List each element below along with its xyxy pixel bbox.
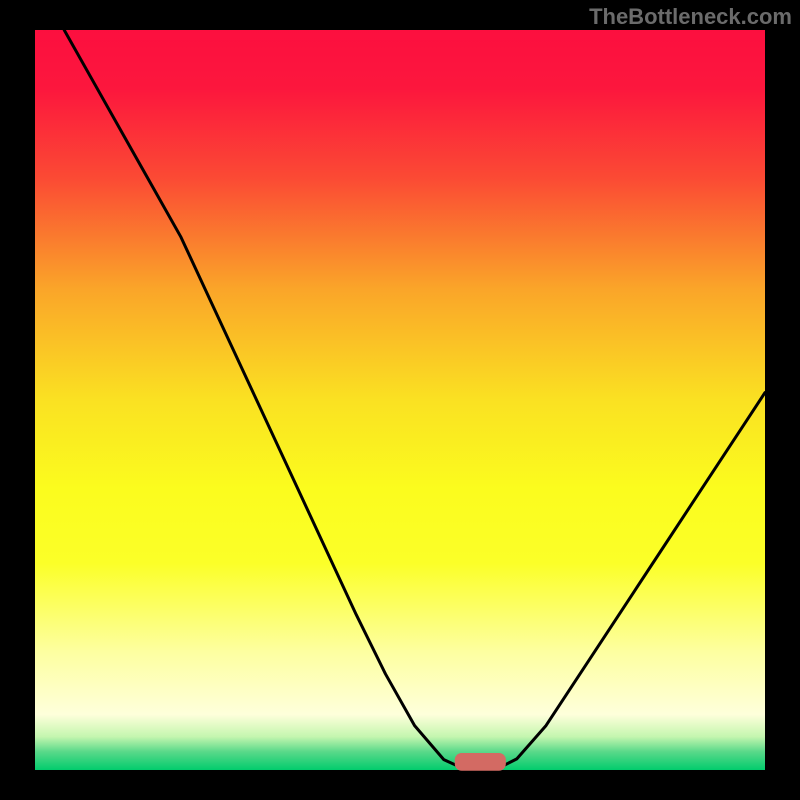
bottleneck-chart: TheBottleneck.com [0,0,800,800]
optimal-marker [455,753,506,771]
chart-svg [0,0,800,800]
plot-background-gradient [35,30,765,770]
